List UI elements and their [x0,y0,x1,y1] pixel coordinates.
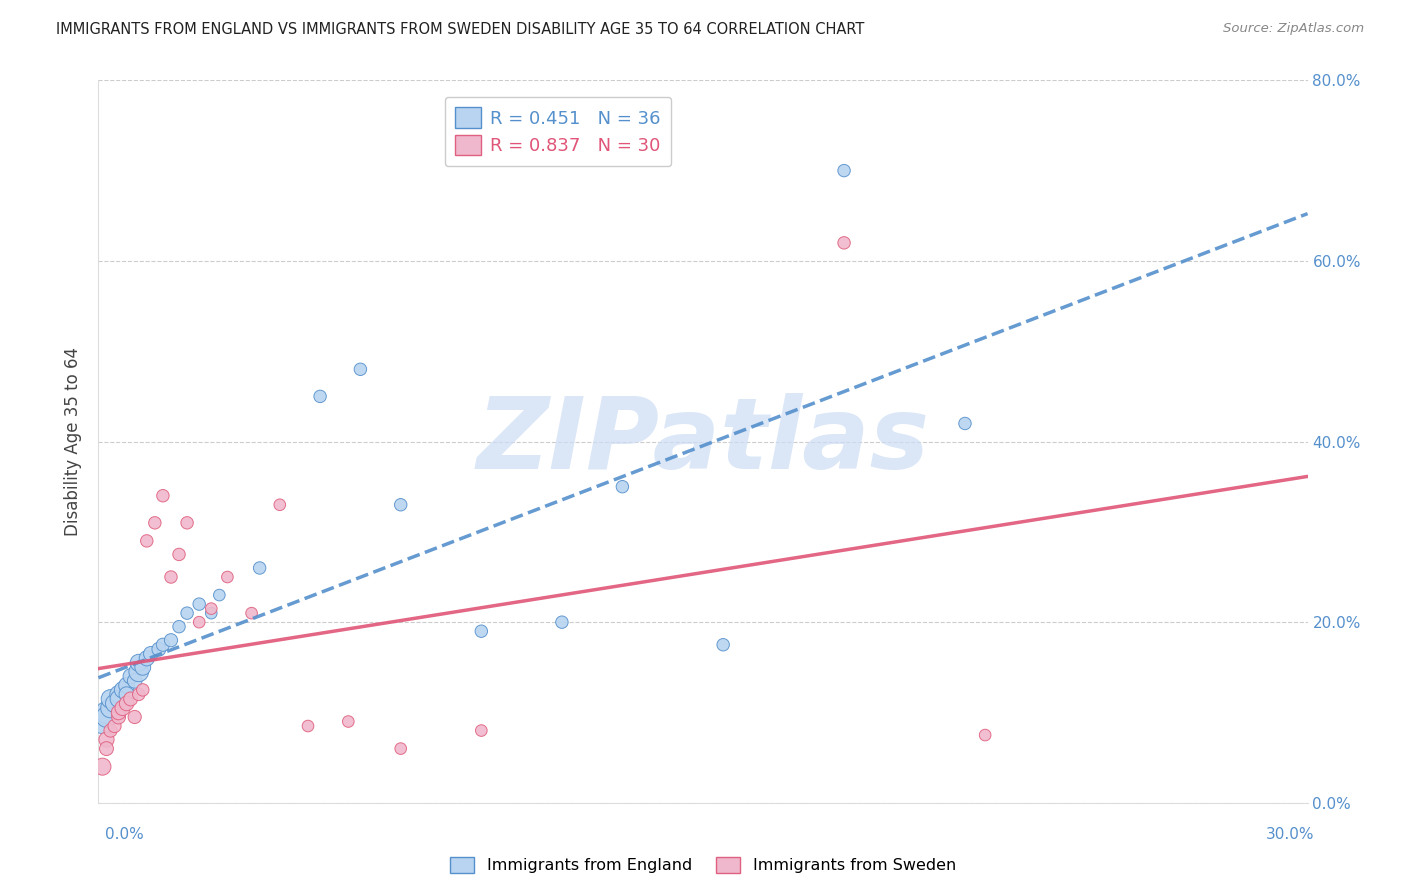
Point [269,498,291,512]
Point [100,701,122,715]
Point [132,660,155,674]
Point [96,741,118,756]
Point [711,638,734,652]
Text: ZIPatlas: ZIPatlas [477,393,929,490]
Point [96,710,118,724]
Point [349,362,371,376]
Point [152,638,174,652]
Point [115,697,138,711]
Point [107,710,129,724]
Point [240,606,263,620]
Point [107,706,129,720]
Point [176,606,198,620]
Point [337,714,360,729]
Point [120,669,142,683]
Point [148,642,170,657]
Point [953,417,976,431]
Point [115,678,138,692]
Point [96,732,118,747]
Point [297,719,319,733]
Point [389,741,412,756]
Point [152,489,174,503]
Text: 30.0%: 30.0% [1267,827,1315,841]
Point [91,714,114,729]
Point [107,687,129,701]
Point [551,615,574,630]
Point [309,389,332,403]
Point [139,647,162,661]
Point [124,673,146,688]
Point [832,163,855,178]
Point [188,615,211,630]
Point [132,682,155,697]
Point [91,760,114,774]
Point [160,570,183,584]
Point [100,723,122,738]
Legend: R = 0.451   N = 36, R = 0.837   N = 30: R = 0.451 N = 36, R = 0.837 N = 30 [444,96,671,166]
Text: IMMIGRANTS FROM ENGLAND VS IMMIGRANTS FROM SWEDEN DISABILITY AGE 35 TO 64 CORREL: IMMIGRANTS FROM ENGLAND VS IMMIGRANTS FR… [56,22,865,37]
Point [128,665,150,679]
Point [832,235,855,250]
Point [470,723,492,738]
Point [160,633,183,648]
Point [135,533,157,548]
Point [389,498,412,512]
Point [208,588,231,602]
Point [167,620,190,634]
Point [124,710,146,724]
Point [96,706,118,720]
Point [128,656,150,670]
Point [111,701,134,715]
Point [217,570,239,584]
Point [103,719,125,733]
Point [143,516,166,530]
Point [120,692,142,706]
Point [249,561,271,575]
Point [200,601,222,615]
Legend: Immigrants from England, Immigrants from Sweden: Immigrants from England, Immigrants from… [444,850,962,880]
Text: Source: ZipAtlas.com: Source: ZipAtlas.com [1223,22,1364,36]
Text: 0.0%: 0.0% [105,827,145,841]
Point [200,606,222,620]
Point [115,687,138,701]
Point [167,548,190,562]
Point [107,692,129,706]
Point [176,516,198,530]
Point [103,697,125,711]
Point [612,480,634,494]
Point [470,624,492,639]
Point [974,728,997,742]
Point [111,682,134,697]
Point [188,597,211,611]
Y-axis label: Disability Age 35 to 64: Disability Age 35 to 64 [65,347,83,536]
Point [100,692,122,706]
Point [135,651,157,665]
Point [128,687,150,701]
